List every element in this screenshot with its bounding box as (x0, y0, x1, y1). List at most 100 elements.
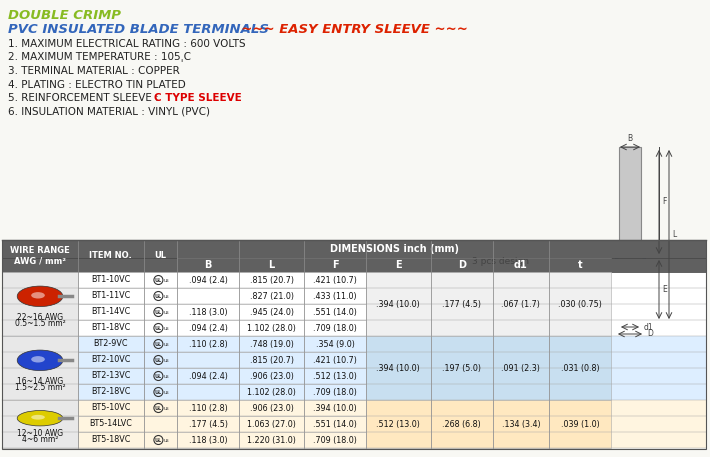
Text: .394 (10.0): .394 (10.0) (376, 363, 420, 372)
Bar (304, 272, 366, 288)
Text: .906 (23.0): .906 (23.0) (250, 404, 293, 413)
Bar (78, 320, 143, 336)
Bar (304, 416, 366, 432)
Text: UL: UL (155, 373, 162, 378)
Bar (304, 336, 366, 352)
Text: .748 (19.0): .748 (19.0) (250, 340, 293, 349)
Text: BT2-13VC: BT2-13VC (91, 372, 131, 381)
Text: BT5-18VC: BT5-18VC (91, 436, 131, 445)
Bar (549, 336, 611, 400)
Bar (143, 272, 178, 288)
Text: .827 (21.0): .827 (21.0) (250, 292, 294, 301)
Bar (178, 400, 239, 416)
Text: DIMENSIONS inch (mm): DIMENSIONS inch (mm) (329, 244, 459, 254)
Bar (304, 432, 366, 448)
Ellipse shape (17, 410, 62, 426)
Text: us: us (163, 405, 169, 410)
Bar (2, 400, 78, 448)
Bar (2, 240, 706, 449)
Text: 12~10 AWG: 12~10 AWG (17, 429, 63, 437)
Bar (178, 336, 239, 352)
Ellipse shape (17, 350, 62, 371)
Bar (366, 400, 431, 448)
Text: C TYPE SLEEVE: C TYPE SLEEVE (154, 93, 241, 103)
Text: UL: UL (155, 405, 162, 410)
Text: 4~6 mm²: 4~6 mm² (22, 436, 58, 445)
Bar (493, 336, 549, 400)
Bar (239, 400, 304, 416)
Text: us: us (163, 341, 169, 346)
Text: 1.102 (28.0): 1.102 (28.0) (247, 324, 296, 333)
Ellipse shape (482, 244, 494, 250)
Text: BT5-14LVC: BT5-14LVC (89, 420, 132, 429)
Bar (239, 432, 304, 448)
Bar (143, 336, 178, 352)
Text: .815 (20.7): .815 (20.7) (250, 276, 294, 285)
Text: .945 (24.0): .945 (24.0) (250, 308, 294, 317)
Text: us: us (163, 309, 169, 314)
Text: 1.102 (28.0): 1.102 (28.0) (247, 388, 296, 397)
Bar (143, 304, 178, 320)
Text: .094 (2.4): .094 (2.4) (189, 276, 228, 285)
Bar (78, 336, 143, 352)
Bar (178, 304, 239, 320)
Text: L: L (268, 260, 275, 270)
Bar (78, 432, 143, 448)
Ellipse shape (31, 415, 45, 420)
Bar (493, 400, 549, 448)
Text: 5. REINFORCEMENT SLEEVE :: 5. REINFORCEMENT SLEEVE : (8, 93, 162, 103)
Text: B: B (628, 134, 633, 143)
Text: d1: d1 (644, 323, 654, 331)
Text: .268 (6.8): .268 (6.8) (442, 420, 481, 429)
Text: F: F (662, 197, 667, 207)
Bar (366, 272, 431, 336)
Ellipse shape (17, 286, 62, 307)
Text: us: us (163, 357, 169, 362)
Text: UL: UL (155, 325, 162, 330)
Bar (2, 336, 706, 400)
Text: .354 (9.0): .354 (9.0) (315, 340, 354, 349)
Bar (78, 368, 143, 384)
Text: UL: UL (154, 251, 166, 260)
Text: D: D (647, 329, 653, 339)
Text: us: us (163, 389, 169, 394)
Bar (2, 336, 78, 400)
Bar (178, 416, 239, 432)
Bar (143, 288, 178, 304)
Text: L: L (672, 230, 676, 239)
FancyBboxPatch shape (620, 292, 640, 312)
Bar (78, 400, 143, 416)
Text: ~~~ EASY ENTRY SLEEVE ~~~: ~~~ EASY ENTRY SLEEVE ~~~ (232, 23, 468, 36)
Bar (178, 432, 239, 448)
Text: .134 (3.4): .134 (3.4) (501, 420, 540, 429)
Text: .394 (10.0): .394 (10.0) (376, 299, 420, 308)
Text: UL: UL (155, 437, 162, 442)
Text: .421 (10.7): .421 (10.7) (313, 276, 357, 285)
Text: .433 (11.0): .433 (11.0) (313, 292, 357, 301)
Text: 2. MAXIMUM TEMPERATURE : 105ˌC: 2. MAXIMUM TEMPERATURE : 105ˌC (8, 53, 191, 63)
Text: .118 (3.0): .118 (3.0) (189, 436, 228, 445)
Bar (2, 240, 706, 258)
Bar (239, 368, 304, 384)
Text: 1.5~2.5 mm²: 1.5~2.5 mm² (15, 383, 65, 393)
Bar (304, 304, 366, 320)
Ellipse shape (464, 244, 476, 250)
Text: F: F (332, 260, 338, 270)
Bar (239, 288, 304, 304)
Text: .110 (2.8): .110 (2.8) (189, 340, 228, 349)
Text: BT2-10VC: BT2-10VC (91, 356, 131, 365)
FancyBboxPatch shape (619, 147, 641, 262)
Text: 1.220 (31.0): 1.220 (31.0) (247, 436, 296, 445)
Bar (239, 384, 304, 400)
Bar (304, 352, 366, 368)
Text: 1. MAXIMUM ELECTRICAL RATING : 600 VOLTS: 1. MAXIMUM ELECTRICAL RATING : 600 VOLTS (8, 39, 246, 49)
Bar (2, 258, 706, 272)
FancyBboxPatch shape (618, 257, 642, 272)
Bar (78, 288, 143, 304)
Text: .551 (14.0): .551 (14.0) (313, 308, 357, 317)
Text: .177 (4.5): .177 (4.5) (189, 420, 228, 429)
Text: E: E (662, 285, 667, 294)
Text: .394 (10.0): .394 (10.0) (313, 404, 357, 413)
Bar (549, 400, 611, 448)
Text: 4. PLATING : ELECTRO TIN PLATED: 4. PLATING : ELECTRO TIN PLATED (8, 80, 186, 90)
